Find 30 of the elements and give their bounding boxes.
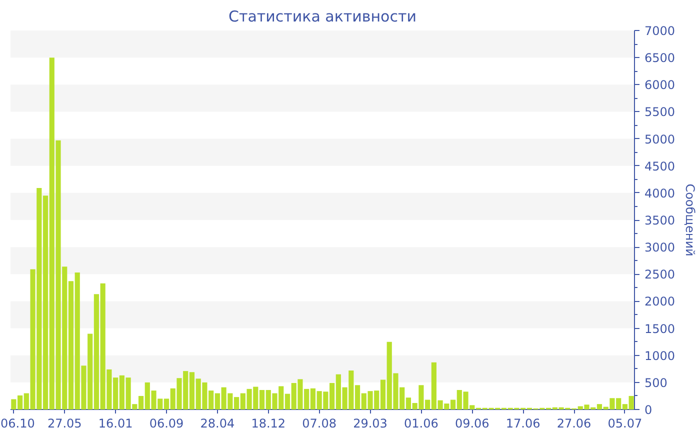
- x-tick-label: 06.09: [149, 416, 184, 430]
- y-tick-label: 0: [644, 403, 652, 417]
- x-tick-label: 27.05: [47, 416, 82, 430]
- y-tick-label: 2500: [644, 268, 676, 282]
- y-tick-label: 6500: [644, 51, 676, 66]
- y-tick-label: 6000: [644, 78, 676, 92]
- x-tick-label: 27.06: [556, 416, 592, 430]
- x-tick-label: 09.06: [454, 416, 490, 430]
- x-tick-label: 28.04: [200, 416, 235, 430]
- x-tick-label: 16.01: [98, 416, 133, 430]
- y-tick-label: 2000: [644, 294, 676, 309]
- chart-title: Статистика активности: [228, 8, 416, 26]
- y-tick-label: 5500: [644, 105, 676, 120]
- x-tick-label: 18.12: [251, 416, 286, 430]
- y-tick-label: 1000: [644, 348, 676, 363]
- x-tick-label: 07.08: [302, 416, 336, 430]
- x-tick-label: 06.10: [0, 416, 35, 430]
- y-tick-label: 1500: [644, 322, 676, 336]
- y-tick-label: 4000: [644, 186, 676, 200]
- y-tick-label: 3000: [644, 240, 676, 255]
- x-tick-label: 29.03: [353, 416, 388, 430]
- y-tick-label: 4500: [644, 159, 676, 174]
- x-tick-label: 01.06: [404, 416, 438, 430]
- y-tick-label: 7000: [644, 24, 676, 38]
- x-tick-label: 17.06: [506, 416, 540, 430]
- y-axis-title: Сообщений: [683, 184, 698, 256]
- y-tick-label: 3500: [644, 214, 676, 228]
- y-tick-label: 500: [644, 376, 668, 390]
- x-tick-label: 05.07: [608, 416, 642, 430]
- y-tick-label: 5000: [644, 132, 676, 146]
